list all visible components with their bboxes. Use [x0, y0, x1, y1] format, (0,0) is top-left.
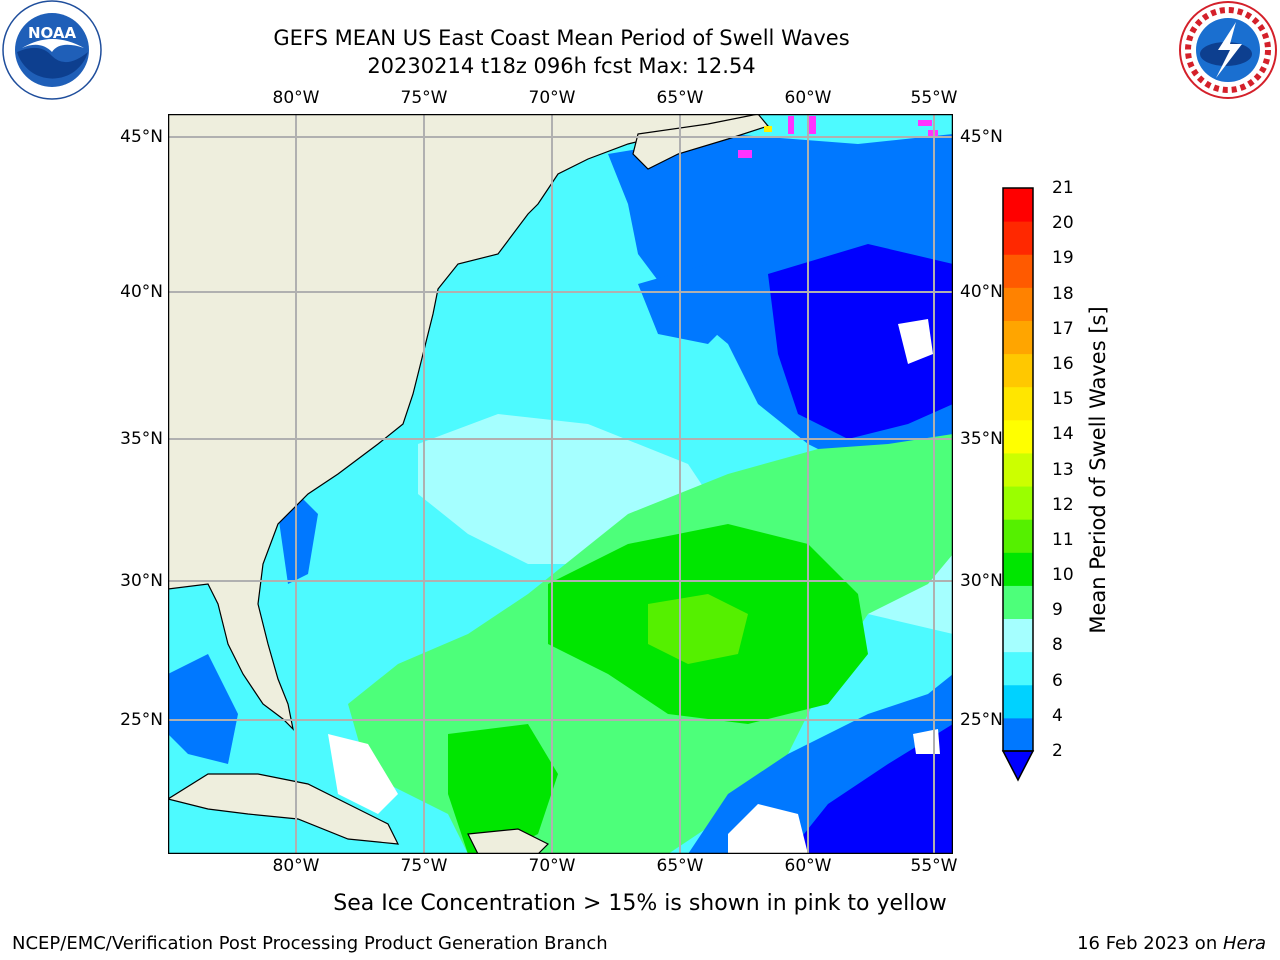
lat-label-right: 40°N	[960, 282, 1003, 302]
lon-label-bottom: 75°W	[400, 856, 448, 876]
lat-label-left: 25°N	[120, 710, 163, 730]
lat-label-left: 30°N	[120, 571, 163, 591]
colorbar-cell	[1003, 386, 1033, 421]
lon-label-top: 80°W	[272, 88, 320, 108]
field-green-11	[648, 594, 748, 664]
lat-label-right: 25°N	[960, 710, 1003, 730]
lat-label-right: 30°N	[960, 571, 1003, 591]
colorbar-tick-label: 12	[1052, 494, 1074, 515]
lon-label-top: 60°W	[784, 88, 832, 108]
colorbar-tick-label: 9	[1052, 600, 1063, 621]
colorbar-cell	[1003, 221, 1033, 255]
colorbar-extend-below	[1001, 750, 1035, 782]
colorbar-label: Mean Period of Swell Waves [s]	[1086, 306, 1110, 634]
lon-label-top: 75°W	[400, 88, 448, 108]
land-north-america	[168, 114, 759, 731]
lon-label-bottom: 70°W	[528, 856, 576, 876]
colorbar-cell	[1003, 618, 1033, 653]
colorbar-cell	[1003, 254, 1033, 288]
lat-label-left: 40°N	[120, 282, 163, 302]
lat-label-right: 35°N	[960, 429, 1003, 449]
noaa-logo-text: NOAA	[28, 24, 77, 42]
colorbar	[1001, 187, 1035, 782]
colorbar-cell	[1003, 552, 1033, 586]
nws-logo	[1178, 0, 1278, 100]
lat-label-left: 45°N	[120, 127, 163, 147]
colorbar-tick-label: 8	[1052, 635, 1063, 656]
colorbar-tick-label: 13	[1052, 459, 1074, 480]
colorbar-cell	[1003, 519, 1033, 553]
footer-date-text: 16 Feb 2023 on	[1077, 933, 1223, 954]
lon-label-top: 55°W	[910, 88, 958, 108]
chart-subtitle: 20230214 t18z 096h fcst Max: 12.54	[367, 54, 756, 78]
colorbar-tick-label: 15	[1052, 389, 1074, 410]
colorbar-tick-label: 16	[1052, 353, 1074, 374]
field-green-10-south	[448, 724, 558, 854]
no-data-patch-ne	[898, 319, 933, 364]
lon-label-top: 70°W	[528, 88, 576, 108]
field-darkblue-se	[788, 724, 953, 854]
colorbar-tick-label: 10	[1052, 565, 1074, 586]
lat-label-right: 45°N	[960, 127, 1003, 147]
graticule	[168, 114, 953, 854]
colorbar-tick-label: 18	[1052, 283, 1074, 304]
no-data-patch-se	[728, 804, 808, 854]
colorbar-cell	[1003, 717, 1033, 752]
lat-label-left: 35°N	[120, 429, 163, 449]
lon-label-bottom: 55°W	[910, 856, 958, 876]
colorbar-tick-label: 20	[1052, 213, 1074, 234]
lon-label-bottom: 65°W	[656, 856, 704, 876]
land-cuba	[168, 773, 400, 845]
colorbar-tick-label: 17	[1052, 318, 1074, 339]
swell-period-map	[168, 114, 953, 854]
colorbar-cell	[1003, 287, 1033, 321]
footer-host: Hera	[1222, 933, 1266, 954]
colorbar-tick-label: 2	[1052, 741, 1063, 761]
colorbar-tick-label: 11	[1052, 529, 1074, 550]
chart-title: GEFS MEAN US East Coast Mean Period of S…	[273, 26, 850, 50]
colorbar-tick-label: 6	[1052, 670, 1063, 691]
colorbar-cell	[1003, 353, 1033, 388]
footer-date: 16 Feb 2023 on Hera	[1077, 933, 1266, 954]
colorbar-cell	[1003, 188, 1033, 222]
colorbar-tick-label: 19	[1052, 248, 1074, 269]
lon-label-bottom: 60°W	[784, 856, 832, 876]
field-blue-gulf	[168, 654, 238, 764]
noaa-logo: NOAA	[2, 0, 102, 100]
colorbar-cell	[1003, 486, 1033, 520]
sea-ice-note: Sea Ice Concentration > 15% is shown in …	[333, 891, 947, 916]
no-data-bahamas	[328, 734, 398, 814]
colorbar-cell	[1003, 684, 1033, 719]
land-maritimes	[632, 114, 770, 170]
colorbar-tick-label: 21	[1052, 178, 1074, 198]
colorbar-cell	[1003, 585, 1033, 620]
lon-label-top: 65°W	[656, 88, 704, 108]
colorbar-cell	[1003, 320, 1033, 355]
colorbar-cell	[1003, 452, 1033, 487]
footer-credit: NCEP/EMC/Verification Post Processing Pr…	[12, 933, 608, 954]
colorbar-tick-label: 4	[1052, 705, 1063, 726]
colorbar-cell	[1003, 651, 1033, 686]
field-blue-gulfstream	[278, 494, 318, 584]
lon-label-bottom: 80°W	[272, 856, 320, 876]
colorbar-cell	[1003, 419, 1033, 454]
field-blue-n	[638, 264, 738, 344]
land-hispaniola	[467, 828, 550, 854]
colorbar-tick-label: 14	[1052, 424, 1074, 445]
